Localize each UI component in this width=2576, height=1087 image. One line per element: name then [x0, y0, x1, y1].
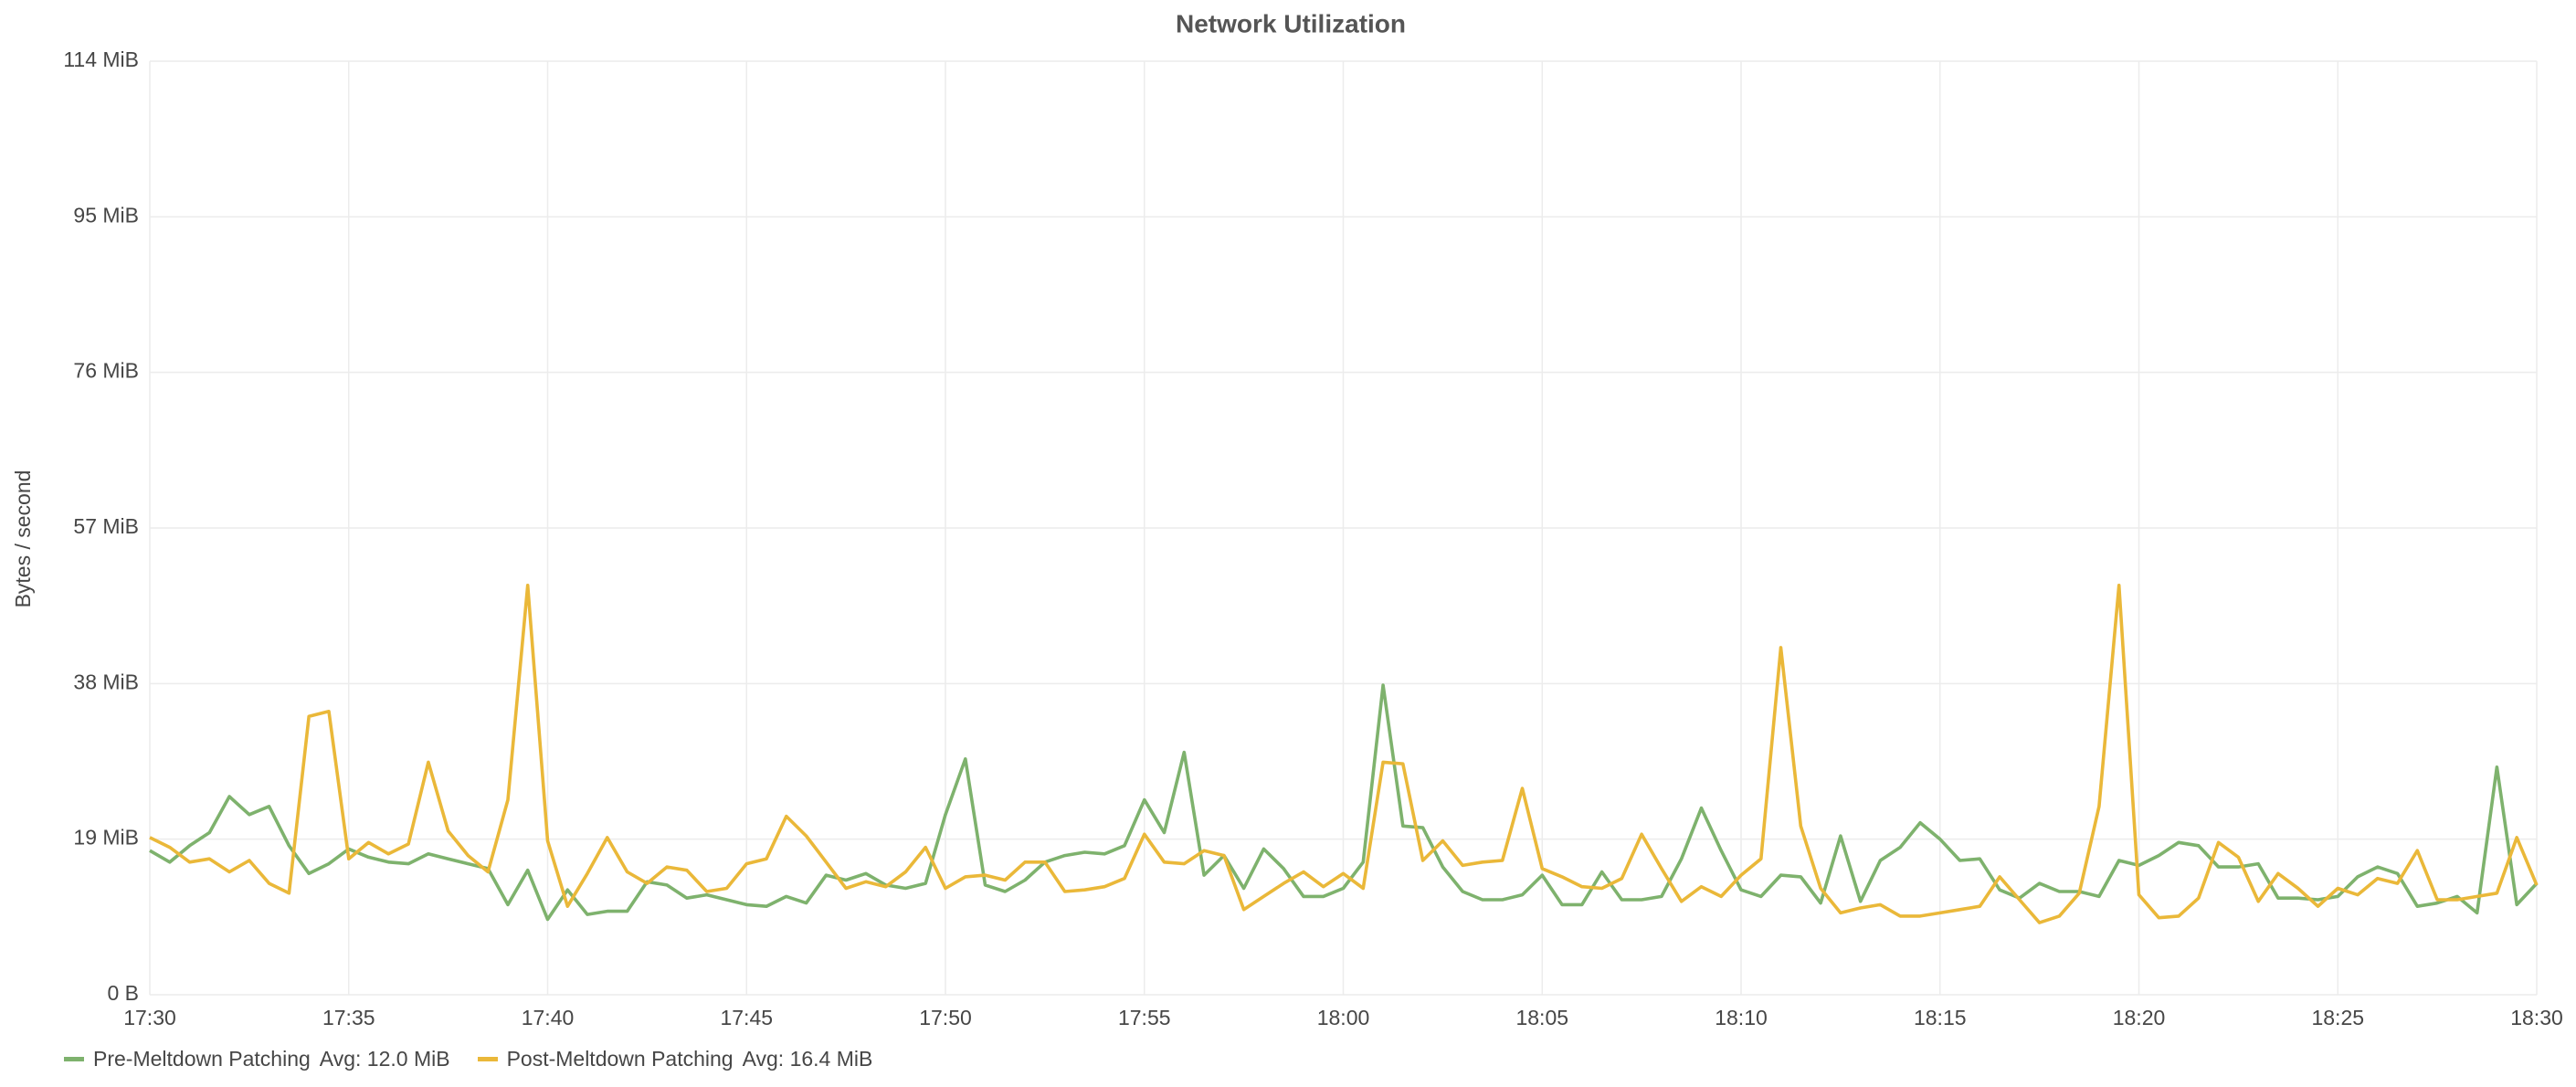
y-tick-label: 19 MiB: [73, 826, 139, 850]
chart: Network Utilization Bytes / second 0 B 19…: [11, 9, 2563, 1029]
y-tick-label: 76 MiB: [73, 359, 139, 383]
legend-item[interactable]: Post-Meltdown Patching Avg: 16.4 MiB: [477, 1047, 873, 1071]
x-tick-label: 18:00: [1317, 1006, 1370, 1029]
legend-label: Pre-Meltdown Patching: [93, 1047, 311, 1071]
x-tick-label: 17:40: [522, 1006, 575, 1029]
x-tick-label: 18:10: [1715, 1006, 1768, 1029]
series-line: [149, 683, 2539, 922]
legend-item[interactable]: Pre-Meltdown Patching Avg: 12.0 MiB: [64, 1047, 450, 1071]
y-tick-label: 95 MiB: [73, 203, 139, 227]
y-tick-label: 57 MiB: [73, 514, 139, 538]
y-tick-label: 114 MiB: [63, 47, 139, 71]
x-tick-label: 18:20: [2113, 1006, 2166, 1029]
x-tick-label: 17:35: [322, 1006, 375, 1029]
chart-title: Network Utilization: [1176, 9, 1406, 37]
y-tick-label: 38 MiB: [73, 670, 139, 693]
legend: Pre-Meltdown Patching Avg: 12.0 MiB Post-M…: [64, 1047, 872, 1071]
y-tick-label: 0 B: [107, 981, 139, 1005]
x-tick-label: 18:30: [2510, 1006, 2563, 1029]
x-tick-label: 17:50: [919, 1006, 972, 1029]
x-tick-label: 17:30: [123, 1006, 176, 1029]
x-tick-label: 18:05: [1515, 1006, 1568, 1029]
legend-swatch: [477, 1057, 498, 1061]
legend-avg: Avg: 16.4 MiB: [742, 1047, 873, 1071]
x-tick-label: 18:25: [2311, 1006, 2364, 1029]
y-axis-label: Bytes / second: [11, 470, 35, 608]
x-tick-label: 17:45: [720, 1006, 773, 1029]
series-line: [149, 584, 2539, 924]
legend-label: Post-Meltdown Patching: [506, 1047, 734, 1071]
x-tick-label: 17:55: [1118, 1006, 1171, 1029]
legend-avg: Avg: 12.0 MiB: [319, 1047, 450, 1071]
legend-swatch: [64, 1057, 84, 1061]
x-tick-label: 18:15: [1914, 1006, 1967, 1029]
